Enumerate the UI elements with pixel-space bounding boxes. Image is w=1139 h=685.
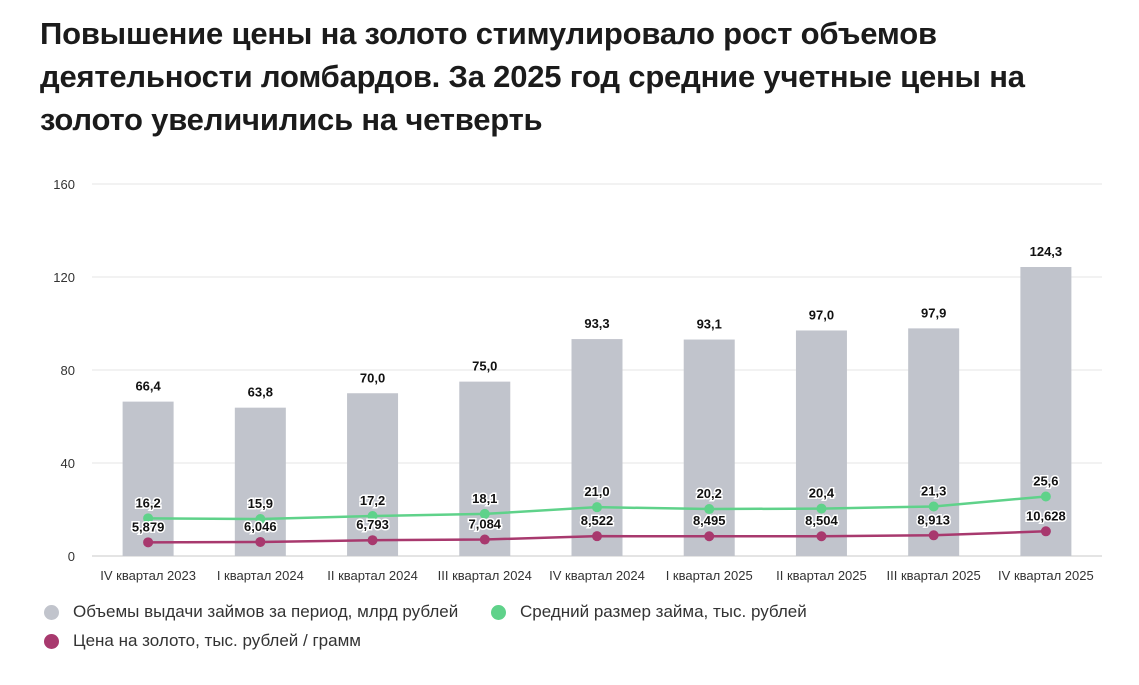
loan-size-point <box>928 501 939 512</box>
legend-marker-gold-price <box>44 633 59 649</box>
x-tick-label: I квартал 2025 <box>666 568 753 583</box>
y-tick-label: 80 <box>61 363 75 378</box>
bar-value-label: 124,3 <box>1030 244 1063 259</box>
gold-price-point <box>1040 526 1051 537</box>
x-tick-label: III квартал 2025 <box>887 568 981 583</box>
gold-price-point <box>479 534 490 545</box>
gold-price-point <box>592 531 602 542</box>
bar-value-label: 63,8 <box>248 385 273 400</box>
bar <box>234 407 286 556</box>
loan-size-value-label: 25,6 <box>1033 473 1058 488</box>
bar <box>795 330 847 556</box>
bar <box>459 381 511 556</box>
bar <box>571 339 623 556</box>
loan-size-point <box>479 508 490 519</box>
loan-size-point <box>816 503 827 514</box>
loan-size-value-label: 18,1 <box>472 491 497 506</box>
loan-size-point <box>143 513 154 524</box>
loan-size-point <box>704 504 715 515</box>
loan-size-point <box>1040 491 1051 502</box>
combo-chart: 66,4 63,8 70,0 75,0 93,3 93,1 97,0 97,9 124,3 16,… <box>53 177 1102 583</box>
legend-label-gold-price: Цена на золото, тыс. рублей / грамм <box>73 631 361 650</box>
bar-value-label: 97,0 <box>809 307 834 322</box>
loan-size-value-label: 20,2 <box>697 486 722 501</box>
gold-price-value-label: 8,504 <box>805 513 838 528</box>
gold-price-value-label: 8,913 <box>917 512 950 527</box>
gold-price-point <box>367 535 378 546</box>
bar <box>347 393 399 556</box>
line-series <box>143 491 1051 548</box>
legend-marker-volume <box>44 604 59 620</box>
legend-marker-loan-size <box>491 604 506 620</box>
x-tick-label: IV квартал 2024 <box>549 568 645 583</box>
gold-price-value-label: 5,879 <box>132 519 165 534</box>
y-tick-label: 40 <box>61 456 75 471</box>
bar <box>122 401 174 556</box>
bar <box>908 328 960 556</box>
legend-item-gold-price: Цена на золото, тыс. рублей / грамм <box>44 631 361 651</box>
bar-series <box>122 267 1072 556</box>
y-tick-label: 0 <box>68 549 75 564</box>
gold-price-point <box>928 530 939 541</box>
loan-size-value-label: 21,0 <box>584 484 609 499</box>
gold-price-point <box>143 537 154 548</box>
gold-price-value-label: 6,046 <box>244 519 277 534</box>
loan-size-point <box>255 514 266 525</box>
bar-value-label: 70,0 <box>360 370 385 385</box>
bar-value-label: 66,4 <box>135 379 161 394</box>
gold-price-value-label: 6,793 <box>356 517 389 532</box>
y-tick-label: 120 <box>53 270 75 285</box>
gold-price-value-label: 10,628 <box>1026 508 1066 523</box>
x-tick-label: III квартал 2024 <box>438 568 532 583</box>
bar <box>683 339 735 556</box>
chart-title: Повышение цены на золото стимулировало р… <box>40 16 1025 137</box>
bar-value-label: 97,9 <box>921 305 946 320</box>
loan-size-value-label: 16,2 <box>135 495 160 510</box>
legend-label-loan-size: Средний размер займа, тыс. рублей <box>520 602 807 621</box>
bar-value-label: 75,0 <box>472 359 497 374</box>
loan-size-value-label: 15,9 <box>248 496 273 511</box>
bar-value-label: 93,1 <box>697 317 722 332</box>
gold-price-point <box>704 531 715 542</box>
loan-size-point <box>592 502 602 513</box>
x-tick-label: II квартал 2025 <box>776 568 867 583</box>
bar-value-label: 93,3 <box>584 316 609 331</box>
legend-item-volume: Объемы выдачи займов за период, млрд руб… <box>44 602 458 622</box>
bar <box>1020 267 1072 556</box>
data-labels: 66,4 63,8 70,0 75,0 93,3 93,1 97,0 97,9 124,3 16,… <box>130 244 1067 536</box>
gold-price-value-label: 8,522 <box>581 513 614 528</box>
loan-size-point <box>367 511 378 522</box>
x-tick-label: I квартал 2024 <box>217 568 304 583</box>
axes: 0 40 80 120 160 IV квартал 2023 I квартал 2024… <box>53 177 1093 583</box>
gold-price-value-label: 7,084 <box>469 517 502 532</box>
legend-item-loan-size: Средний размер займа, тыс. рублей <box>491 602 807 622</box>
y-tick-label: 160 <box>53 177 75 192</box>
loan-size-value-label: 21,3 <box>921 483 946 498</box>
x-tick-label: IV квартал 2023 <box>100 568 196 583</box>
gold-price-value-label: 8,495 <box>693 513 726 528</box>
loan-size-value-label: 20,4 <box>809 486 835 501</box>
gold-price-point <box>255 536 266 547</box>
loan-size-value-label: 17,2 <box>360 493 385 508</box>
legend-label-volume: Объемы выдачи займов за период, млрд руб… <box>73 602 459 621</box>
x-tick-label: IV квартал 2025 <box>998 568 1094 583</box>
gold-price-point <box>816 531 827 542</box>
x-tick-label: II квартал 2024 <box>327 568 418 583</box>
